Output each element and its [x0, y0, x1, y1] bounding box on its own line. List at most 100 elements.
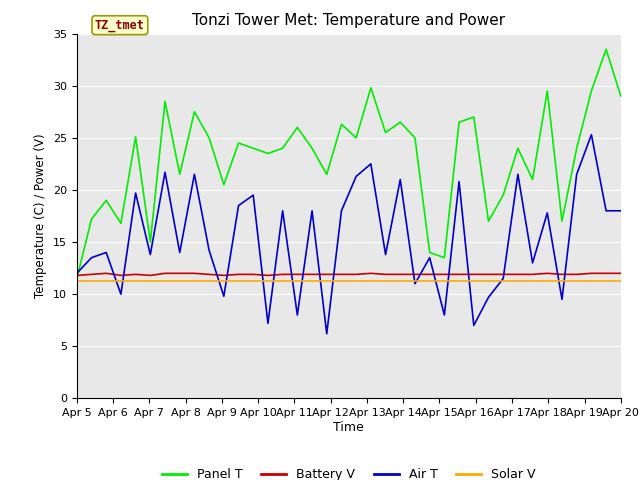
Solar V — [617, 278, 625, 284]
Panel T — [117, 220, 125, 226]
Air T — [250, 192, 257, 198]
Battery V — [396, 272, 404, 277]
Battery V — [602, 270, 610, 276]
Air T — [426, 255, 433, 261]
Panel T — [440, 255, 448, 261]
Air T — [381, 252, 389, 257]
Legend: Panel T, Battery V, Air T, Solar V: Panel T, Battery V, Air T, Solar V — [157, 463, 541, 480]
Battery V — [308, 272, 316, 277]
Battery V — [367, 270, 374, 276]
Air T — [440, 312, 448, 318]
Panel T — [338, 121, 346, 127]
Panel T — [352, 135, 360, 141]
Air T — [558, 297, 566, 302]
Battery V — [499, 272, 507, 277]
Solar V — [455, 278, 463, 284]
Panel T — [381, 130, 389, 135]
Panel T — [88, 216, 95, 222]
Air T — [470, 323, 477, 328]
Battery V — [147, 273, 154, 278]
Battery V — [191, 270, 198, 276]
Air T — [220, 293, 228, 299]
Battery V — [279, 272, 287, 277]
Solar V — [602, 278, 610, 284]
Solar V — [543, 278, 551, 284]
Solar V — [514, 278, 522, 284]
Panel T — [426, 250, 433, 255]
Panel T — [308, 145, 316, 151]
Battery V — [205, 272, 213, 277]
Solar V — [529, 278, 536, 284]
Air T — [411, 281, 419, 287]
Air T — [264, 321, 272, 326]
Panel T — [455, 120, 463, 125]
Panel T — [558, 218, 566, 224]
Air T — [117, 291, 125, 297]
Panel T — [220, 182, 228, 188]
Panel T — [279, 145, 287, 151]
Battery V — [573, 272, 580, 277]
Solar V — [470, 278, 477, 284]
Battery V — [455, 272, 463, 277]
Battery V — [543, 270, 551, 276]
Battery V — [220, 273, 228, 278]
Battery V — [352, 272, 360, 277]
Battery V — [514, 272, 522, 277]
Air T — [455, 179, 463, 184]
Air T — [308, 208, 316, 214]
Air T — [323, 331, 331, 336]
Title: Tonzi Tower Met: Temperature and Power: Tonzi Tower Met: Temperature and Power — [192, 13, 506, 28]
Air T — [294, 312, 301, 318]
Panel T — [235, 140, 243, 146]
Panel T — [250, 145, 257, 151]
Battery V — [264, 273, 272, 278]
Solar V — [88, 278, 95, 284]
Air T — [235, 203, 243, 208]
Battery V — [470, 272, 477, 277]
Battery V — [529, 272, 536, 277]
Air T — [147, 252, 154, 257]
Air T — [132, 190, 140, 196]
Air T — [573, 171, 580, 177]
Panel T — [73, 276, 81, 281]
Panel T — [514, 145, 522, 151]
Panel T — [484, 218, 492, 224]
Air T — [73, 270, 81, 276]
Solar V — [176, 278, 184, 284]
Solar V — [323, 278, 331, 284]
Solar V — [396, 278, 404, 284]
Solar V — [426, 278, 433, 284]
Solar V — [117, 278, 125, 284]
Solar V — [352, 278, 360, 284]
Air T — [484, 294, 492, 300]
Panel T — [573, 145, 580, 151]
Solar V — [161, 278, 169, 284]
Battery V — [250, 272, 257, 277]
Solar V — [73, 278, 81, 284]
Battery V — [117, 273, 125, 278]
Air T — [499, 276, 507, 281]
Solar V — [250, 278, 257, 284]
Battery V — [235, 272, 243, 277]
Panel T — [470, 114, 477, 120]
Air T — [88, 255, 95, 261]
Solar V — [191, 278, 198, 284]
Battery V — [440, 272, 448, 277]
Panel T — [132, 134, 140, 140]
Solar V — [132, 278, 140, 284]
Solar V — [102, 278, 110, 284]
Air T — [529, 260, 536, 266]
Air T — [161, 169, 169, 175]
Battery V — [294, 272, 301, 277]
Battery V — [132, 272, 140, 277]
X-axis label: Time: Time — [333, 421, 364, 434]
Panel T — [205, 135, 213, 141]
Battery V — [176, 270, 184, 276]
Solar V — [147, 278, 154, 284]
Air T — [514, 171, 522, 177]
Air T — [279, 208, 287, 214]
Battery V — [102, 270, 110, 276]
Air T — [205, 248, 213, 253]
Panel T — [161, 98, 169, 104]
Panel T — [543, 88, 551, 94]
